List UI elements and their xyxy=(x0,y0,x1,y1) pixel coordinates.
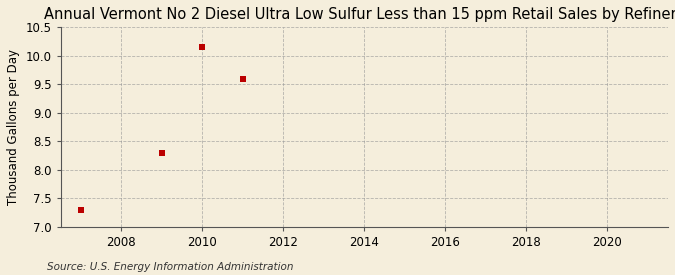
Y-axis label: Thousand Gallons per Day: Thousand Gallons per Day xyxy=(7,49,20,205)
Point xyxy=(197,45,208,50)
Point xyxy=(76,207,86,212)
Title: Annual Vermont No 2 Diesel Ultra Low Sulfur Less than 15 ppm Retail Sales by Ref: Annual Vermont No 2 Diesel Ultra Low Sul… xyxy=(44,7,675,22)
Point xyxy=(238,76,248,81)
Point xyxy=(157,150,167,155)
Text: Source: U.S. Energy Information Administration: Source: U.S. Energy Information Administ… xyxy=(47,262,294,272)
